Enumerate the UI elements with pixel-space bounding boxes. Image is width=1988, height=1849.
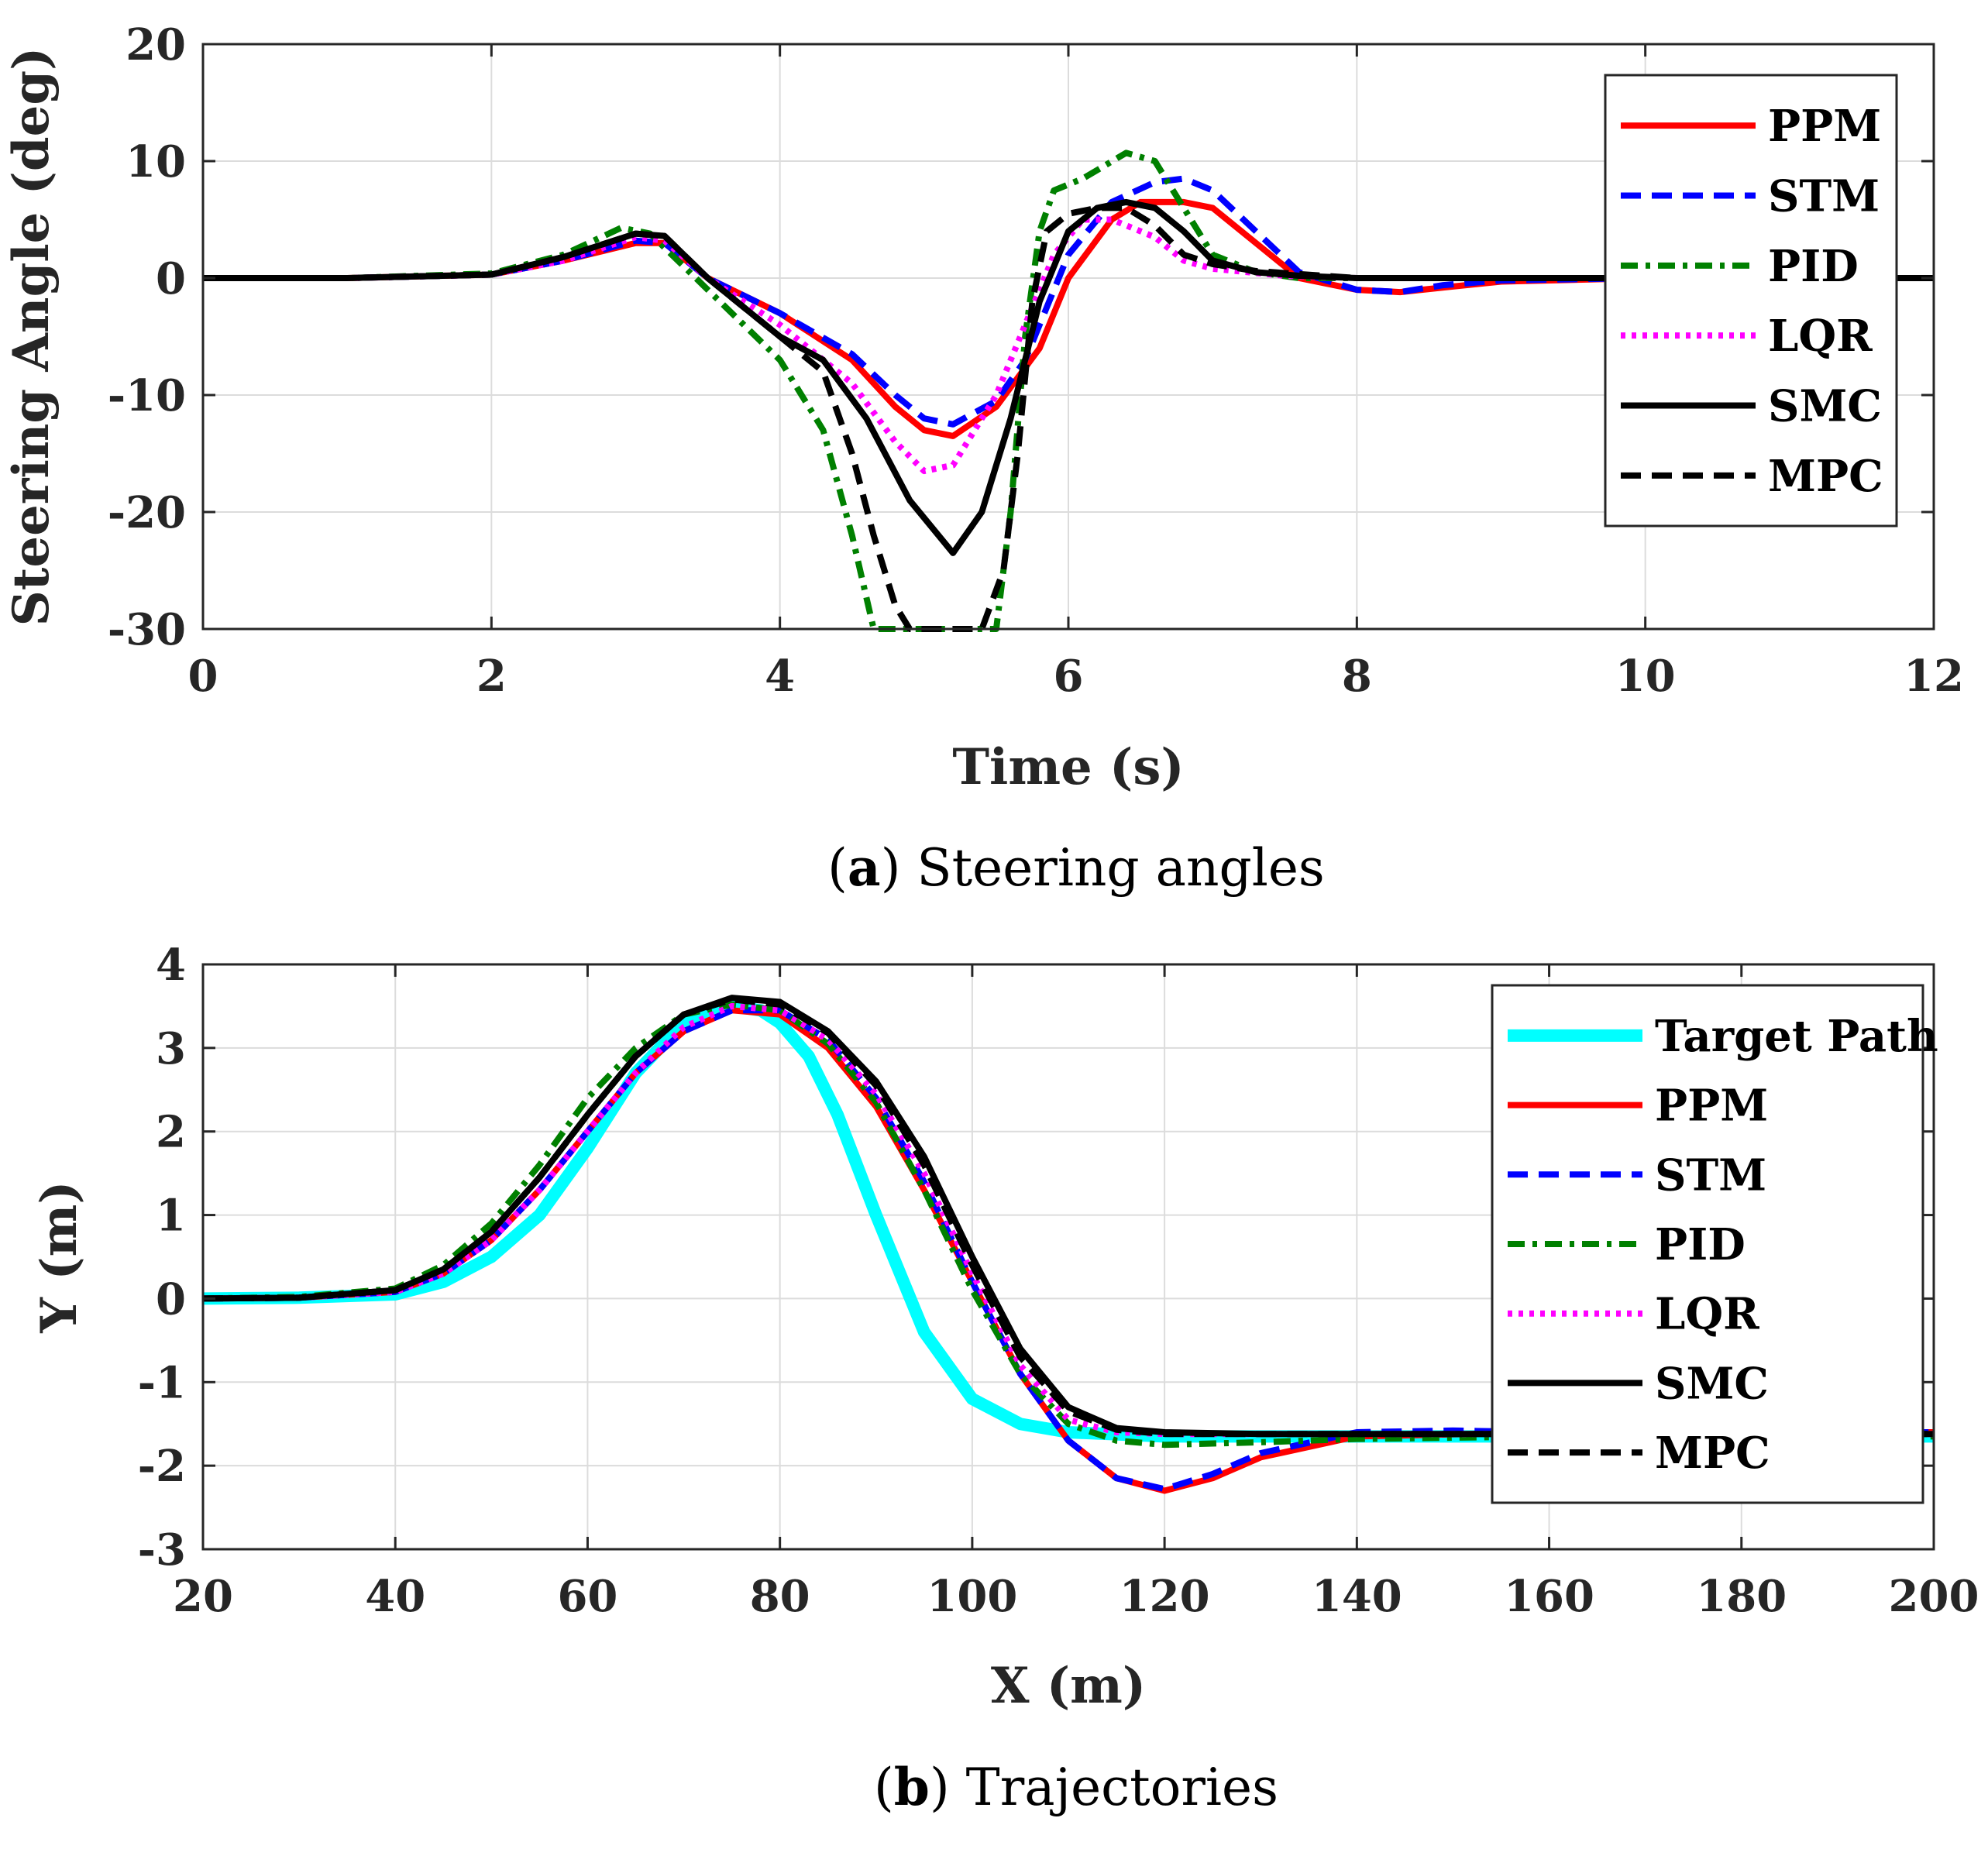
legend: Target Path PPM STM PID LQR SMC MPC: [1491, 984, 1938, 1504]
legend-label-smc: SMC: [1768, 381, 1882, 432]
y-tick-label: -10: [108, 370, 186, 421]
x-tick-label: 20: [173, 1571, 233, 1622]
x-tick-label: 40: [365, 1571, 425, 1622]
y-tick-label: 1: [156, 1191, 186, 1242]
legend-label-pid: PID: [1655, 1219, 1746, 1270]
y-tick-label: -2: [138, 1441, 186, 1492]
y-tick-label: 3: [156, 1023, 186, 1074]
x-tick-label: 10: [1615, 651, 1676, 702]
y-tick-label: 2: [156, 1107, 186, 1158]
y-tick-label: 0: [156, 253, 186, 304]
x-tick-label: 120: [1120, 1571, 1210, 1622]
y-tick-label: -20: [108, 487, 186, 538]
legend-label-ppm: PPM: [1655, 1081, 1768, 1132]
x-tick-label: 180: [1696, 1571, 1787, 1622]
x-tick-label: 6: [1054, 651, 1084, 702]
x-tick-label: 12: [1904, 651, 1964, 702]
series-line-mpc: [203, 996, 1934, 1438]
x-tick-label: 2: [476, 651, 507, 702]
x-tick-label: 200: [1889, 1571, 1979, 1622]
x-axis-label: Time (s): [952, 738, 1184, 796]
legend-label-ppm: PPM: [1768, 101, 1881, 152]
chart-steering-angles: 0 2 4 6 8 10 12 -30 -20 -10 0 10 20 Time (s) Steering …: [2, 19, 1964, 898]
legend-label-lqr: LQR: [1768, 311, 1873, 362]
series-group: [203, 995, 1934, 1494]
y-tick-label: -1: [138, 1357, 186, 1408]
chart-trajectories: 20 40 60 80 100 120 140 160 180 200 -3 -2 -1 0 1 2 3 4 X (…: [30, 940, 1979, 1817]
y-tick-label: 0: [156, 1273, 186, 1325]
x-tick-label: 4: [765, 651, 795, 702]
x-tick-label: 160: [1504, 1571, 1594, 1622]
y-tick-label: 20: [126, 19, 186, 70]
legend-label-smc: SMC: [1655, 1358, 1769, 1409]
y-tick-label: -30: [108, 604, 186, 655]
x-tick-label: 8: [1342, 651, 1372, 702]
legend-label-pid: PID: [1768, 241, 1859, 292]
legend-label-mpc: MPC: [1655, 1428, 1770, 1479]
series-line-stm: [203, 175, 1934, 428]
caption: (a) Steering angles: [827, 837, 1325, 898]
y-tick-label: 4: [156, 940, 186, 991]
legend-label-lqr: LQR: [1655, 1289, 1759, 1340]
y-tick-label: -3: [138, 1524, 186, 1576]
legend-label-stm: STM: [1655, 1150, 1766, 1201]
x-tick-label: 0: [188, 651, 218, 702]
y-axis-label: Y (m): [30, 1181, 88, 1333]
x-tick-label: 140: [1312, 1571, 1402, 1622]
ticks: 20 40 60 80 100 120 140 160 180 200 -3 -2 -1 0 1 2 3 4: [138, 940, 1979, 1622]
legend-label-mpc: MPC: [1768, 451, 1883, 502]
y-axis-label: Steering Angle (deg): [2, 47, 60, 627]
series-line-lqr: [203, 216, 1934, 475]
legend-box: [1604, 74, 1898, 528]
y-tick-label: 10: [126, 136, 186, 187]
x-tick-label: 100: [927, 1571, 1017, 1622]
legend-box: [1491, 984, 1924, 1504]
ticks: 0 2 4 6 8 10 12 -30 -20 -10 0 10 20: [108, 19, 1964, 702]
axes-frame: [201, 963, 1935, 1551]
caption: (b) Trajectories: [874, 1757, 1278, 1817]
legend-label-target-path: Target Path: [1655, 1011, 1938, 1062]
x-tick-label: 80: [750, 1571, 810, 1622]
legend-label-stm: STM: [1768, 171, 1880, 222]
x-axis-label: X (m): [991, 1657, 1146, 1715]
x-tick-label: 60: [557, 1571, 617, 1622]
legend: PPM STM PID LQR SMC MPC: [1604, 74, 1898, 528]
